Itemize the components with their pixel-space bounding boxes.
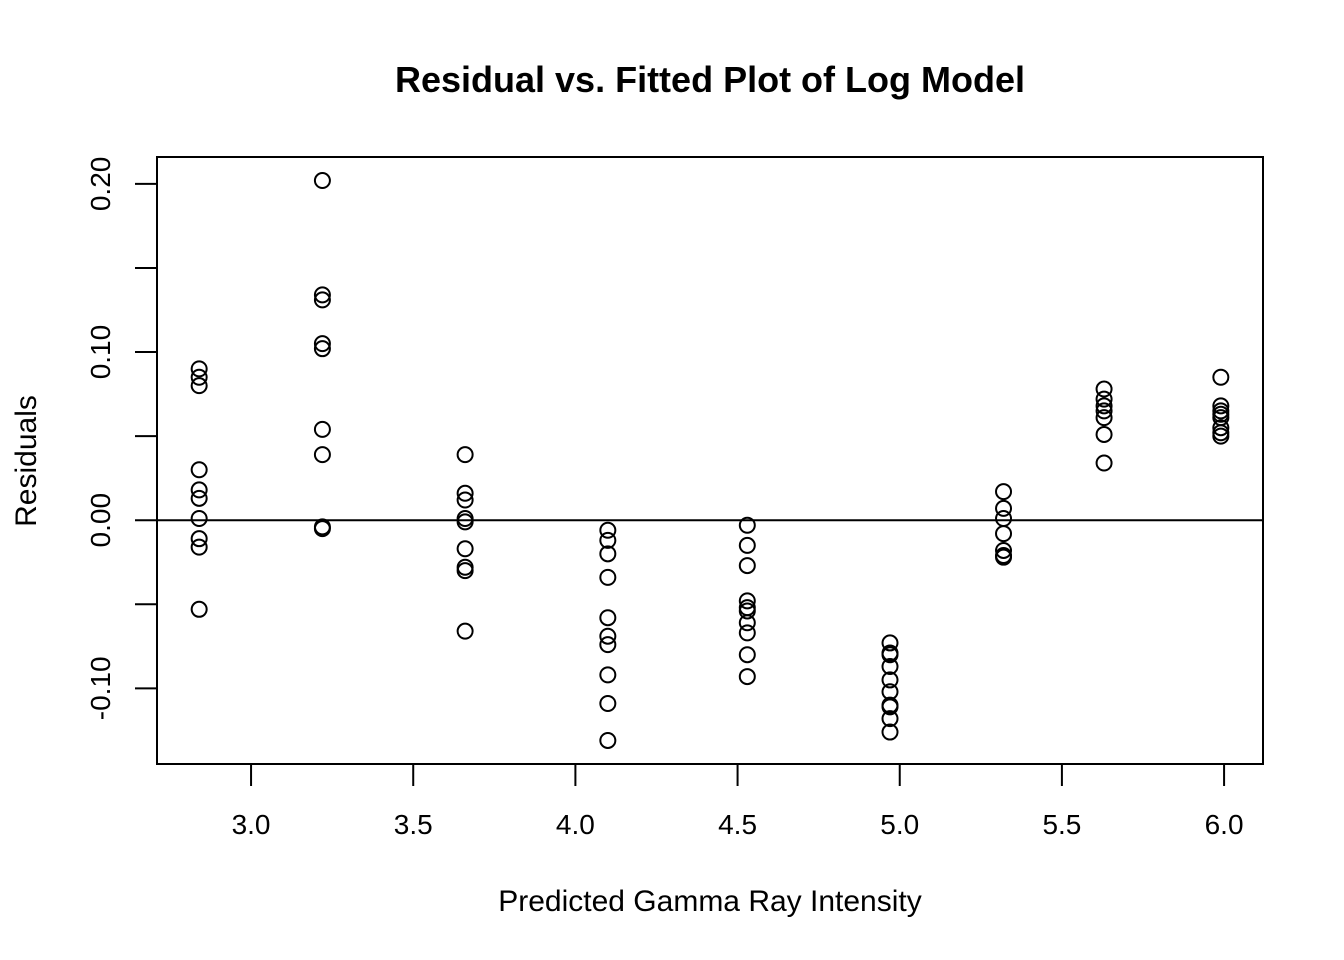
data-point	[1095, 425, 1113, 443]
data-point	[1095, 390, 1113, 408]
data-point	[738, 557, 756, 575]
data-point	[1095, 397, 1113, 415]
x-tick-label: 3.0	[232, 809, 271, 840]
data-point	[190, 530, 208, 548]
data-point	[599, 627, 617, 645]
data-point	[1212, 427, 1230, 445]
data-point	[881, 671, 899, 689]
data-point	[995, 525, 1013, 543]
data-point	[738, 614, 756, 632]
data-point	[1212, 397, 1230, 415]
data-point	[456, 540, 474, 558]
data-point	[599, 609, 617, 627]
data-point	[456, 558, 474, 576]
data-point	[190, 600, 208, 618]
data-point	[456, 484, 474, 502]
chart-title: Residual vs. Fitted Plot of Log Model	[395, 59, 1025, 100]
data-point	[995, 499, 1013, 517]
data-point	[881, 710, 899, 728]
data-point	[995, 510, 1013, 528]
y-tick-label: 0.10	[85, 325, 116, 380]
data-point	[738, 536, 756, 554]
data-point	[456, 491, 474, 509]
data-point	[1095, 380, 1113, 398]
data-point	[599, 694, 617, 712]
data-point	[313, 446, 331, 464]
data-point	[456, 446, 474, 464]
data-point	[1212, 368, 1230, 386]
data-point	[313, 335, 331, 353]
x-tick-label: 6.0	[1205, 809, 1244, 840]
data-point	[738, 592, 756, 610]
data-point	[738, 602, 756, 620]
data-point	[313, 340, 331, 358]
data-point	[738, 668, 756, 686]
data-point	[190, 481, 208, 499]
data-point	[190, 510, 208, 528]
data-point	[456, 513, 474, 531]
data-point	[190, 489, 208, 507]
data-point	[1095, 454, 1113, 472]
data-point	[599, 636, 617, 654]
data-point	[599, 568, 617, 586]
data-point	[881, 657, 899, 675]
data-point	[881, 634, 899, 652]
data-point	[599, 545, 617, 563]
x-tick-label: 4.0	[556, 809, 595, 840]
data-point	[881, 698, 899, 716]
data-point	[190, 377, 208, 395]
data-point	[456, 510, 474, 528]
x-tick-label: 5.5	[1042, 809, 1081, 840]
data-point	[313, 286, 331, 304]
data-point	[738, 516, 756, 534]
y-axis-label: Residuals	[10, 395, 43, 527]
data-point	[313, 420, 331, 438]
scatter-points	[190, 172, 1230, 749]
data-point	[738, 646, 756, 664]
x-tick-label: 3.5	[394, 809, 433, 840]
data-point	[599, 521, 617, 539]
data-point	[995, 483, 1013, 501]
y-tick-label: -0.10	[85, 656, 116, 720]
data-point	[313, 520, 331, 538]
x-axis-ticks: 3.0 3.5 4.0 4.5 5.0 5.5 6.0	[232, 764, 1244, 840]
data-point	[881, 723, 899, 741]
data-point	[599, 666, 617, 684]
data-point	[995, 548, 1013, 566]
data-point	[881, 646, 899, 664]
data-point	[190, 360, 208, 378]
data-point	[313, 291, 331, 309]
data-point	[599, 531, 617, 549]
data-point	[190, 461, 208, 479]
data-point	[1095, 409, 1113, 427]
data-point	[190, 368, 208, 386]
data-point	[456, 622, 474, 640]
x-tick-label: 4.5	[718, 809, 757, 840]
data-point	[738, 624, 756, 642]
data-point	[456, 562, 474, 580]
data-point	[313, 172, 331, 190]
y-tick-label: 0.00	[85, 493, 116, 548]
y-axis-ticks: -0.10 0.00 0.10 0.20	[85, 157, 157, 720]
x-tick-label: 5.0	[880, 809, 919, 840]
x-axis-label: Predicted Gamma Ray Intensity	[498, 885, 922, 918]
data-point	[190, 538, 208, 556]
data-point	[995, 541, 1013, 559]
data-point	[1212, 419, 1230, 437]
y-tick-label: 0.20	[85, 157, 116, 212]
data-point	[1095, 402, 1113, 420]
data-point	[599, 731, 617, 749]
